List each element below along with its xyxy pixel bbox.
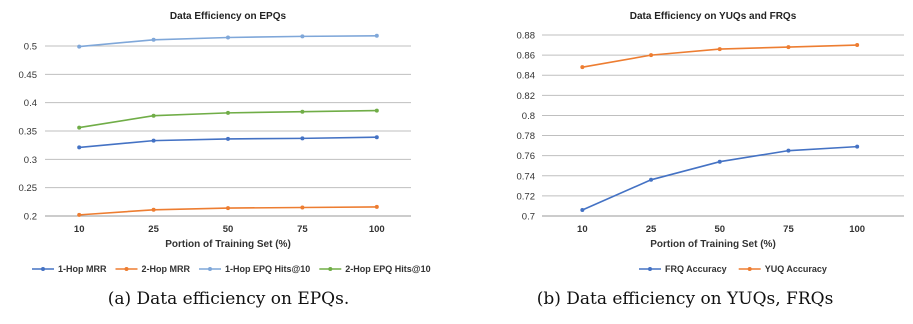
chart-a-data-point: [226, 110, 230, 115]
chart-a-data-point: [226, 35, 230, 40]
caption-b: (b) Data efficiency on YUQs, FRQs: [536, 289, 834, 309]
chart-a-data-point: [374, 108, 379, 113]
chart-a-ytick-label: 0.5: [24, 42, 37, 53]
chart-a-xlabel: Portion of Training Set (%): [165, 239, 291, 250]
chart-b-xtick-label: 100: [849, 224, 865, 235]
chart-yuq-frq: Data Efficiency on YUQs and FRQs 0.7 0.72 0…: [457, 0, 913, 290]
chart-b-title: Data Efficiency on YUQs and FRQs: [630, 11, 797, 22]
chart-b-xtick-label: 25: [646, 224, 657, 235]
chart-b-data-point: [855, 144, 860, 149]
chart-a-data-point: [77, 145, 82, 150]
chart-a-legend-label: 1-Hop MRR: [58, 264, 107, 274]
chart-b-legend-marker: [648, 267, 652, 271]
chart-a-ytick-label: 0.45: [19, 70, 38, 81]
chart-a-data-point: [300, 109, 305, 114]
chart-a-data-point: [300, 205, 305, 210]
chart-b-ytick-label: 0.84: [517, 71, 536, 82]
chart-a-legend-marker: [208, 267, 212, 271]
chart-a-ytick-label: 0.2: [24, 212, 37, 223]
chart-epq-svg: Data Efficiency on EPQs 0.2 0.25 0.3 0.35 0.4…: [19, 11, 431, 274]
chart-b-xtick-label: 10: [577, 224, 588, 235]
chart-a-legend-label: 2-Hop EPQ Hits@10: [345, 264, 430, 274]
chart-b-data-point: [717, 159, 722, 164]
chart-a-data-point: [300, 136, 305, 141]
chart-a-xtick-label: 25: [148, 224, 159, 235]
chart-a-data-point: [374, 204, 379, 209]
chart-a-data-point: [77, 212, 82, 217]
chart-a-data-point: [151, 207, 156, 212]
chart-a-data-point: [151, 37, 156, 42]
chart-a-xtick-label: 75: [297, 224, 308, 235]
chart-a-legend-marker: [41, 267, 45, 271]
chart-epq: Data Efficiency on EPQs 0.2 0.25 0.3 0.35 0.4…: [0, 0, 457, 290]
chart-a-legend-marker: [124, 267, 129, 271]
chart-a-legend-marker: [328, 267, 333, 271]
chart-a-ytick-label: 0.25: [19, 183, 38, 194]
chart-b-legend-label: YUQ Accuracy: [765, 264, 827, 274]
chart-b-data-point: [580, 207, 585, 212]
chart-a-data-point: [226, 206, 230, 211]
chart-b-ytick-label: 0.76: [517, 151, 536, 162]
chart-b-data-point: [580, 65, 585, 70]
chart-b-ytick-label: 0.7: [522, 212, 535, 223]
chart-a-data-point: [374, 135, 379, 140]
chart-a-ytick-label: 0.35: [19, 127, 38, 138]
chart-b-ytick-label: 0.78: [517, 131, 536, 142]
chart-a-ytick-label: 0.3: [24, 155, 37, 166]
chart-a-legend-label: 1-Hop EPQ Hits@10: [225, 264, 310, 274]
chart-a-data-point: [77, 44, 82, 49]
chart-a-data-point: [374, 33, 379, 38]
chart-a-legend-label: 2-Hop MRR: [142, 264, 191, 274]
chart-a-data-point: [77, 125, 82, 130]
chart-a-title: Data Efficiency on EPQs: [170, 11, 287, 22]
chart-a-data-point: [300, 34, 305, 39]
chart-b-xlabel: Portion of Training Set (%): [650, 239, 776, 250]
chart-yuq-frq-svg: Data Efficiency on YUQs and FRQs 0.7 0.72 0…: [517, 11, 904, 274]
chart-a-data-point: [151, 138, 156, 143]
chart-a-data-point: [151, 113, 156, 118]
chart-b-data-point: [649, 177, 654, 182]
chart-b-ytick-label: 0.74: [517, 171, 536, 182]
chart-b-ytick-label: 0.8: [522, 111, 535, 122]
chart-b-data-point: [717, 47, 722, 52]
chart-b-ytick-label: 0.86: [517, 51, 536, 62]
chart-a-xtick-label: 10: [74, 224, 85, 235]
chart-b-legend-marker: [747, 267, 752, 271]
chart-b-ytick-label: 0.72: [517, 191, 536, 202]
chart-b-data-point: [855, 43, 860, 48]
chart-a-ytick-label: 0.4: [24, 98, 37, 109]
chart-b-legend-label: FRQ Accuracy: [665, 264, 727, 274]
chart-a-xtick-label: 50: [223, 224, 234, 235]
chart-a-data-point: [226, 136, 230, 141]
chart-b-xtick-label: 75: [783, 224, 794, 235]
chart-a-xtick-label: 100: [369, 224, 385, 235]
chart-b-xtick-label: 50: [714, 224, 725, 235]
chart-b-data-point: [786, 45, 791, 50]
caption-a: (a) Data efficiency on EPQs.: [107, 289, 350, 309]
chart-b-data-point: [649, 53, 654, 58]
chart-b-ytick-label: 0.82: [517, 91, 536, 102]
chart-b-ytick-label: 0.88: [517, 31, 536, 42]
chart-b-data-point: [786, 148, 791, 153]
